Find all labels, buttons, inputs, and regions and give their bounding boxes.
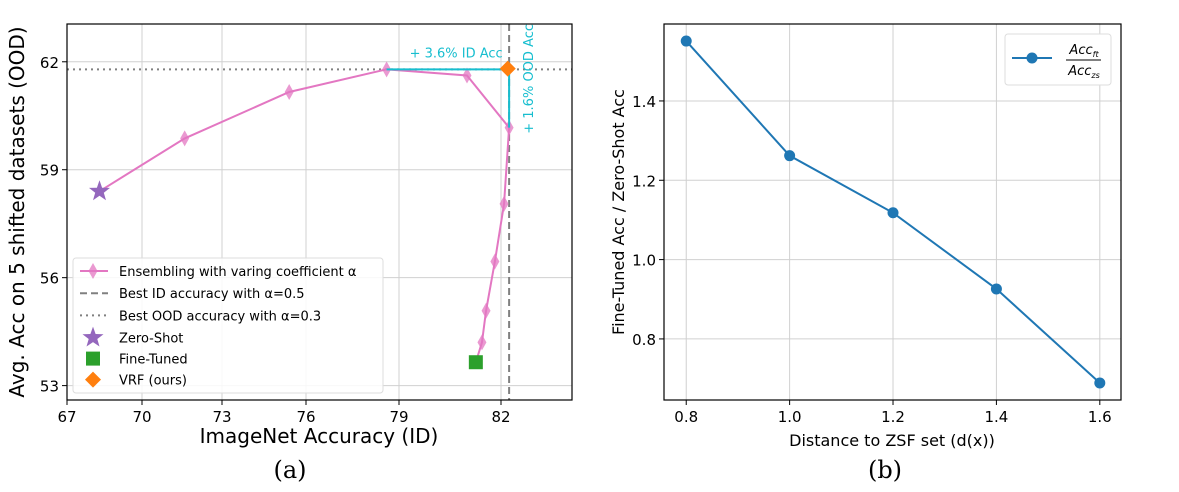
legend-label: Best ID accuracy with α=0.5 (119, 287, 305, 302)
legend-label: Zero-Shot (119, 332, 183, 347)
axes-frame (66, 23, 573, 401)
y-tick-label: 59 (40, 162, 59, 180)
x-tick-label: 76 (296, 408, 315, 426)
ensemble-point (499, 195, 509, 212)
legend-label: Ensembling with varing coefficient α (119, 265, 356, 280)
x-tick-label: 73 (212, 408, 231, 426)
legend-diamond-icon (85, 371, 101, 388)
x-tick-label: 82 (491, 408, 510, 426)
legend-label: VRF (ours) (119, 374, 187, 389)
vrf-marker (499, 60, 516, 77)
y-tick-label: 0.8 (632, 331, 656, 349)
y-tick-label: 56 (40, 270, 59, 288)
legend-square-icon (86, 351, 100, 366)
axes-frame (663, 23, 1122, 401)
x-tick-label: 1.4 (984, 408, 1008, 426)
x-tick-label: 79 (389, 408, 408, 426)
zero-shot-marker (89, 180, 110, 201)
y-axis-label: Avg. Acc on 5 shifted datasets (OOD) (5, 26, 29, 397)
ensemble-point (462, 67, 472, 84)
ratio-point (1094, 377, 1106, 389)
x-tick-label: 67 (57, 408, 76, 426)
x-axis-label: Distance to ZSF set (d(x)) (789, 431, 995, 450)
legend-dot-icon (1026, 52, 1038, 64)
legend-numerator: Accft (1068, 43, 1099, 59)
ensemble-point (490, 253, 500, 270)
legend-box (1004, 33, 1112, 86)
x-tick-label: 1.6 (1088, 408, 1112, 426)
ratio-point (990, 283, 1002, 295)
fine-tuned-marker (468, 355, 483, 370)
x-tick-label: 70 (132, 408, 151, 426)
y-tick-label: 1.4 (632, 93, 656, 111)
caption-a: (a) (273, 456, 306, 484)
chart-a: 67 70 73 76 79 82 53 56 59 62 + 3.6% ID Acc + 1.6% … (5, 23, 573, 484)
ensemble-point (284, 84, 294, 101)
legend-star-icon (82, 326, 104, 347)
x-tick-label: 0.8 (674, 408, 698, 426)
ratio-point (784, 150, 796, 162)
annotation-ood-gain: + 1.6% OOD Acc (522, 24, 537, 134)
legend-box (72, 257, 384, 394)
ratio-point (887, 207, 899, 219)
y-axis-label: Fine-Tuned Acc / Zero-Shot Acc (609, 89, 628, 335)
ensemble-point (477, 334, 487, 351)
ensemble-point (481, 302, 491, 319)
caption-b: (b) (868, 456, 902, 484)
y-tick-label: 53 (40, 378, 59, 396)
y-tick-label: 1.2 (632, 172, 656, 190)
legend-label: Best OOD accuracy with α=0.3 (119, 309, 321, 324)
legend-label: Fine-Tuned (119, 353, 188, 368)
y-tick-label: 1.0 (632, 252, 656, 270)
x-tick-label: 1.0 (778, 408, 802, 426)
ensemble-point (180, 130, 190, 147)
legend-diamond-icon (88, 263, 98, 279)
annotation-id-gain: + 3.6% ID Acc (410, 46, 503, 61)
x-axis-label: ImageNet Accuracy (ID) (200, 424, 439, 448)
y-tick-label: 62 (40, 54, 59, 72)
x-tick-label: 1.2 (881, 408, 905, 426)
ratio-point (680, 35, 692, 47)
legend-a: Ensembling with varing coefficient α Best… (72, 257, 384, 394)
